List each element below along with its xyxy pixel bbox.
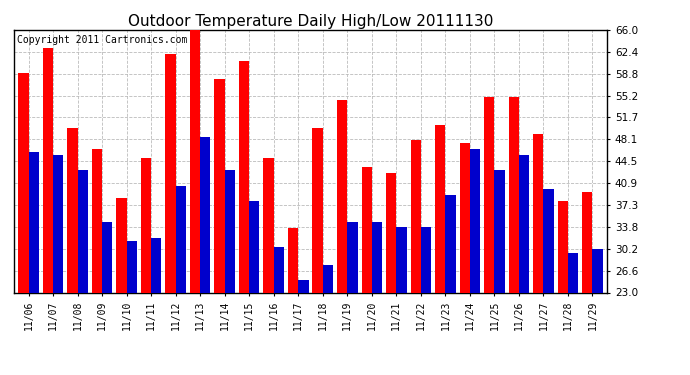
- Bar: [18, 73, 28, 375]
- Bar: [386, 174, 396, 375]
- Bar: [249, 201, 259, 375]
- Bar: [274, 247, 284, 375]
- Text: Copyright 2011 Cartronics.com: Copyright 2011 Cartronics.com: [17, 35, 187, 45]
- Bar: [558, 201, 568, 375]
- Bar: [582, 192, 593, 375]
- Bar: [362, 167, 372, 375]
- Bar: [323, 265, 333, 375]
- Title: Outdoor Temperature Daily High/Low 20111130: Outdoor Temperature Daily High/Low 20111…: [128, 14, 493, 29]
- Bar: [288, 228, 298, 375]
- Bar: [117, 198, 126, 375]
- Bar: [347, 222, 357, 375]
- Bar: [190, 30, 200, 375]
- Bar: [92, 149, 102, 375]
- Bar: [445, 195, 455, 375]
- Bar: [484, 97, 495, 375]
- Bar: [495, 170, 504, 375]
- Bar: [141, 158, 151, 375]
- Bar: [102, 222, 112, 375]
- Bar: [568, 253, 578, 375]
- Bar: [43, 48, 53, 375]
- Bar: [77, 170, 88, 375]
- Bar: [337, 100, 347, 375]
- Bar: [544, 189, 554, 375]
- Bar: [593, 249, 603, 375]
- Bar: [435, 124, 445, 375]
- Bar: [200, 137, 210, 375]
- Bar: [411, 140, 421, 375]
- Bar: [67, 128, 77, 375]
- Bar: [313, 128, 323, 375]
- Bar: [298, 280, 308, 375]
- Bar: [28, 152, 39, 375]
- Bar: [519, 155, 529, 375]
- Bar: [470, 149, 480, 375]
- Bar: [215, 79, 225, 375]
- Bar: [53, 155, 63, 375]
- Bar: [176, 186, 186, 375]
- Bar: [460, 143, 470, 375]
- Bar: [239, 60, 249, 375]
- Bar: [151, 237, 161, 375]
- Bar: [509, 97, 519, 375]
- Bar: [396, 226, 406, 375]
- Bar: [372, 222, 382, 375]
- Bar: [225, 170, 235, 375]
- Bar: [533, 134, 544, 375]
- Bar: [166, 54, 176, 375]
- Bar: [126, 241, 137, 375]
- Bar: [421, 226, 431, 375]
- Bar: [264, 158, 274, 375]
